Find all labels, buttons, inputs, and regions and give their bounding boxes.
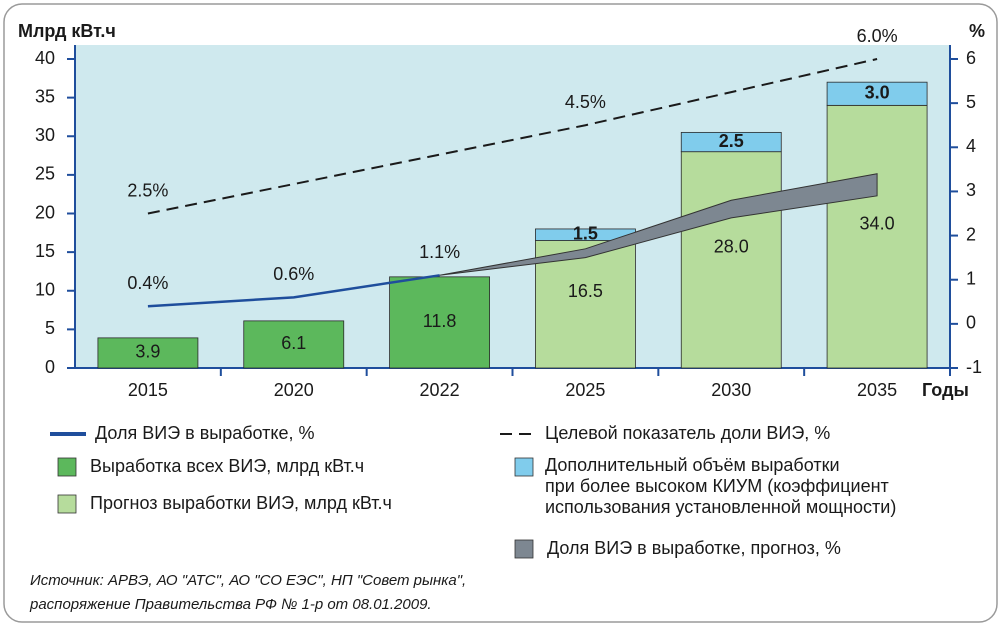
legend-label: Выработка всех ВИЭ, млрд кВт.ч [90,456,364,476]
x-tick-label: 2015 [128,380,168,400]
bar [97,337,199,369]
y2-tick-label: 1 [966,268,976,288]
legend-swatch [514,539,534,559]
bar [389,276,490,369]
x-tick-label: 2035 [857,380,897,400]
data-label: 1.5 [573,223,598,243]
legend-label: Целевой показатель доли ВИЭ, % [545,423,830,443]
data-label: 6.0% [857,26,898,46]
data-label: 3.9 [135,342,160,362]
data-label: 4.5% [565,92,606,112]
x-tick-label: 2020 [274,380,314,400]
data-label: 2.5 [719,131,744,151]
y-tick-label: 5 [45,318,55,338]
x-axis-label: Годы [922,380,969,400]
legend-swatch [57,494,77,514]
legend-swatch [514,457,534,477]
y-tick-label: 10 [35,280,55,300]
legend-label: Дополнительный объём выработки при более… [545,455,897,517]
y2-tick-label: 3 [966,180,976,200]
y-axis-label: Млрд кВт.ч [18,21,116,41]
y2-tick-label: 4 [966,136,976,156]
data-label: 3.0 [865,83,890,103]
y-tick-label: 25 [35,164,55,184]
y2-tick-label: 6 [966,48,976,68]
source: распоряжение Правительства РФ № 1-р от 0… [29,596,432,613]
data-label: 2.5% [127,180,168,200]
data-label: 16.5 [568,281,603,301]
y2-tick-label: 0 [966,313,976,333]
data-label: 1.1% [419,242,460,262]
data-label: 28.0 [714,237,749,257]
y2-tick-label: -1 [966,357,982,377]
bar [680,131,782,153]
data-label: 0.4% [127,273,168,293]
range-area [439,173,878,276]
frame [3,3,998,623]
target-line [147,58,878,215]
y2-tick-label: 2 [966,224,976,244]
legend-swatch [57,457,77,477]
x-tick-label: 2030 [711,380,751,400]
y-tick-label: 35 [35,86,55,106]
x-tick-label: 2022 [420,380,460,400]
y-tick-label: 0 [45,357,55,377]
legend-label: Доля ВИЭ в выработке, % [95,423,315,443]
x-tick-label: 2025 [565,380,605,400]
data-label: 34.0 [860,213,895,233]
plot-area [75,45,950,368]
y-tick-label: 20 [35,202,55,222]
source: Источник: АРВЭ, АО "АТС", АО "СО ЕЭС", Н… [30,572,466,589]
legend-label: Прогноз выработки ВИЭ, млрд кВт.ч [90,493,392,513]
bar [826,81,928,106]
bar [243,320,345,369]
y-tick-label: 15 [35,241,55,261]
bar [826,104,928,369]
data-label: 0.6% [273,264,314,284]
legend-label: Доля ВИЭ в выработке, прогноз, % [547,538,841,558]
y2-axis-label: % [969,21,985,41]
line [147,274,440,308]
bar [680,151,782,369]
data-label: 6.1 [281,333,306,353]
data-label: 11.8 [423,311,457,331]
y-tick-label: 30 [35,125,55,145]
y-tick-label: 40 [35,48,55,68]
y2-tick-label: 5 [966,92,976,112]
